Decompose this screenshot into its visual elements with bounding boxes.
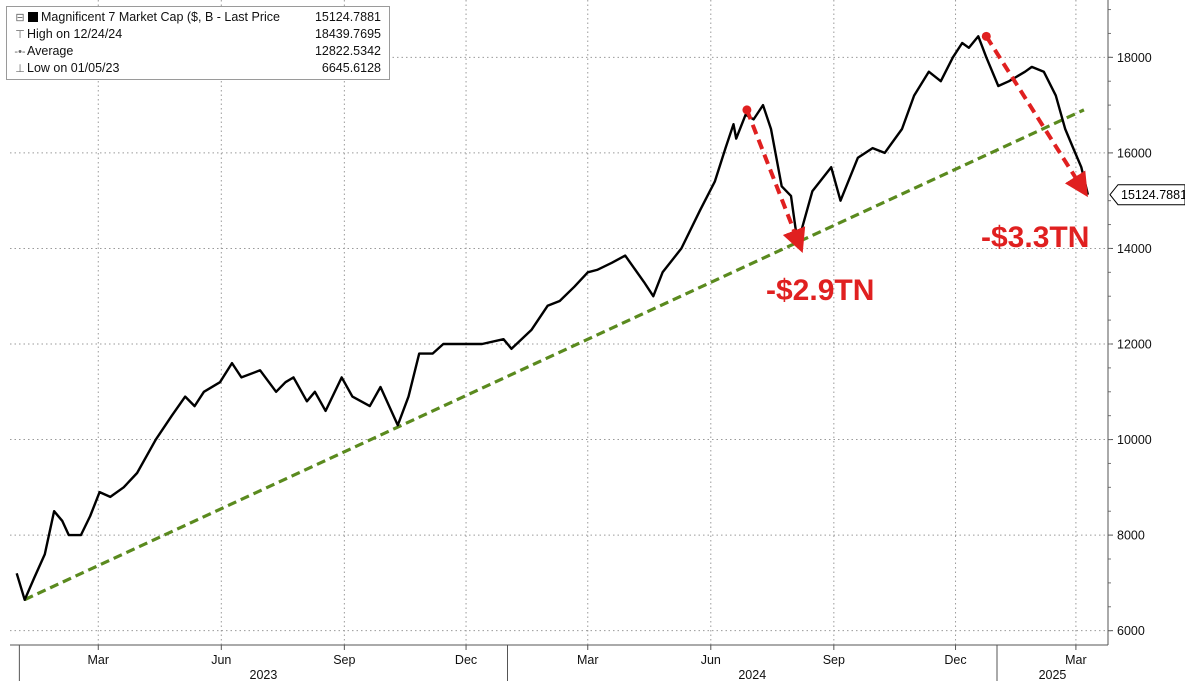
grid-lines — [10, 0, 1108, 645]
annotation-label: -$2.9TN — [766, 274, 874, 307]
legend-series-label: Magnificent 7 Market Cap ($, B - Last Pr… — [41, 10, 280, 24]
y-tick-label: 14000 — [1117, 242, 1152, 256]
last-price-label: 15124.7881 — [1121, 188, 1185, 202]
series-swatch-icon — [28, 12, 38, 22]
legend-average-label: Average — [27, 44, 74, 58]
axes: 6000 8000 10000 12000 14000 16000 18000 Mar Jun S… — [10, 0, 1152, 681]
x-tick-label: Sep — [823, 653, 845, 667]
annotation-arrow — [984, 35, 1088, 198]
legend-high-row: ⊤ High on 12/24/24 18439.7695 — [13, 26, 381, 43]
y-tick-label: 12000 — [1117, 338, 1152, 352]
x-year-label: 2025 — [1039, 668, 1067, 681]
legend-series-row: ⊟ Magnificent 7 Market Cap ($, B - Last P… — [13, 9, 381, 26]
collapse-icon: ⊟ — [15, 12, 25, 24]
legend-high-value: 18439.7695 — [314, 27, 381, 41]
x-tick-label: Jun — [211, 653, 231, 667]
x-tick-label: Jun — [701, 653, 721, 667]
annotation-label: -$3.3TN — [981, 221, 1089, 254]
legend-series-value: 15124.7881 — [314, 10, 381, 24]
legend-low-value: 6645.6128 — [321, 61, 381, 75]
trend-layer — [24, 108, 1085, 602]
x-tick-label: Dec — [455, 653, 477, 667]
y-tick-label: 18000 — [1117, 51, 1152, 65]
series-layer — [15, 35, 1090, 601]
annotation-arrow — [745, 109, 806, 253]
average-marker-icon: -•- — [14, 46, 26, 58]
legend-average-value: 12822.5342 — [314, 44, 381, 58]
y-tick-label: 8000 — [1117, 529, 1145, 543]
last-price-layer: 15124.7881 — [1109, 184, 1185, 206]
y-tick-label: 10000 — [1117, 433, 1152, 447]
high-marker-icon: ⊤ — [15, 29, 25, 41]
legend-high-label: High on 12/24/24 — [27, 27, 123, 41]
annotation-layer: -$2.9TN -$3.3TN — [742, 31, 1089, 307]
x-year-label: 2024 — [738, 668, 766, 681]
x-tick-label: Dec — [944, 653, 966, 667]
legend-average-row: -•-Average 12822.5342 — [13, 43, 381, 60]
legend: ⊟ Magnificent 7 Market Cap ($, B - Last P… — [6, 6, 390, 80]
legend-low-row: ⊥ Low on 01/05/23 6645.6128 — [13, 60, 381, 77]
x-tick-label: Mar — [88, 653, 110, 667]
last-price-flag — [1109, 184, 1185, 206]
low-marker-icon: ⊥ — [15, 63, 25, 75]
series-line — [15, 35, 1090, 601]
x-tick-label: Mar — [577, 653, 599, 667]
y-tick-label: 16000 — [1117, 146, 1152, 160]
x-tick-label: Mar — [1065, 653, 1087, 667]
x-tick-label: Sep — [333, 653, 355, 667]
legend-low-label: Low on 01/05/23 — [27, 61, 120, 75]
x-year-label: 2023 — [250, 668, 278, 681]
y-tick-label: 6000 — [1117, 624, 1145, 638]
trend-line — [24, 108, 1085, 602]
